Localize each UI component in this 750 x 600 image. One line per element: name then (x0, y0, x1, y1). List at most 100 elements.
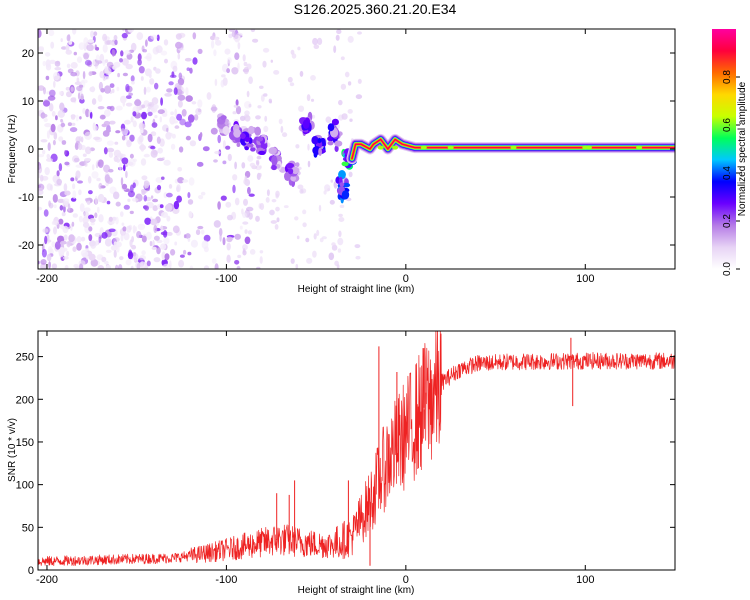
noise-blob (79, 203, 85, 212)
noise-blob (196, 161, 204, 167)
cluster-blob (334, 140, 343, 147)
noise-blob (291, 53, 297, 59)
noise-blob (63, 205, 66, 213)
ridge-bead (377, 145, 384, 150)
noise-blob (232, 184, 236, 194)
noise-blob (57, 247, 66, 254)
noise-blob (302, 222, 307, 228)
noise-blob (67, 203, 71, 212)
ridge-band (351, 138, 675, 160)
noise-blob (337, 248, 342, 253)
noise-blob (102, 44, 108, 53)
noise-blob (117, 72, 120, 78)
noise-blob (235, 99, 239, 107)
noise-blob (116, 86, 120, 92)
noise-blob (296, 235, 300, 240)
noise-blob (241, 208, 244, 215)
noise-blob (179, 118, 186, 126)
noise-blob (70, 115, 76, 120)
noise-blob (192, 32, 197, 40)
noise-blob (340, 56, 345, 61)
cluster-blob (254, 126, 261, 136)
noise-blob (310, 98, 315, 102)
noise-blob (91, 98, 97, 105)
noise-blob (145, 39, 148, 47)
noise-blob (88, 253, 96, 261)
noise-blob (122, 98, 126, 107)
noise-blob (169, 74, 177, 79)
noise-blob (276, 217, 280, 223)
cluster-blob (271, 164, 277, 171)
noise-blob (270, 59, 273, 63)
noise-blob (115, 130, 121, 134)
noise-blob (95, 54, 100, 62)
noise-blob (87, 39, 95, 43)
noise-blob (105, 177, 113, 184)
noise-blob (44, 235, 48, 245)
noise-blob (48, 261, 51, 269)
snr-content (38, 331, 675, 567)
noise-blob (106, 147, 115, 153)
noise-blob (244, 110, 250, 116)
noise-blob (214, 78, 218, 87)
y-tick-label: 0 (28, 144, 34, 156)
x-tick-label: -100 (215, 273, 237, 285)
noise-blob (275, 206, 280, 212)
noise-blob (165, 203, 173, 212)
noise-blob (95, 60, 103, 64)
noise-blob (275, 193, 279, 199)
noise-blob (123, 204, 130, 210)
noise-blob (203, 246, 209, 253)
noise-blob (242, 248, 246, 253)
noise-blob (355, 94, 363, 100)
noise-blob (72, 29, 77, 35)
noise-blob (41, 248, 47, 258)
noise-blob (113, 191, 120, 200)
noise-blob (185, 87, 189, 96)
noise-blob (50, 123, 56, 133)
noise-blob (187, 237, 191, 242)
noise-blob (172, 225, 180, 234)
noise-blob (357, 78, 362, 84)
noise-blob (169, 116, 176, 125)
noise-blob (146, 52, 152, 62)
chart-title: S126.2025.360.21.20.E34 (293, 1, 457, 17)
cluster-blob (327, 136, 333, 141)
noise-blob (126, 161, 134, 166)
noise-blob (348, 171, 353, 178)
noise-blob (330, 179, 334, 183)
noise-blob (58, 163, 63, 172)
noise-blob (153, 104, 159, 110)
noise-blob (125, 95, 132, 99)
noise-blob (82, 153, 87, 157)
noise-blob (185, 95, 193, 102)
noise-blob (113, 241, 118, 248)
noise-blob (46, 130, 50, 139)
noise-blob (166, 192, 173, 198)
noise-blob (185, 135, 191, 141)
noise-blob (94, 212, 98, 219)
noise-blob (153, 235, 160, 241)
noise-blob (105, 129, 111, 133)
cluster-blob (302, 119, 310, 129)
y-tick-label: -20 (18, 240, 34, 252)
noise-blob (249, 249, 256, 255)
noise-blob (88, 190, 93, 195)
noise-blob (256, 266, 261, 269)
noise-blob (38, 47, 44, 51)
noise-blob (166, 88, 173, 93)
colorbar: 0.0 0.2 0.4 0.6 0.8 Normalized spectral ampl… (712, 29, 748, 276)
noise-blob (143, 153, 150, 158)
noise-blob (43, 87, 46, 95)
noise-blob (95, 46, 100, 51)
noise-blob (53, 226, 57, 235)
noise-blob (51, 263, 58, 269)
noise-blob (198, 195, 204, 200)
noise-blob (347, 35, 354, 43)
noise-blob (63, 183, 68, 192)
noise-blob (185, 233, 191, 239)
noise-blob (152, 198, 159, 203)
noise-blob (239, 115, 246, 121)
noise-blob (325, 116, 332, 123)
noise-blob (161, 176, 165, 180)
